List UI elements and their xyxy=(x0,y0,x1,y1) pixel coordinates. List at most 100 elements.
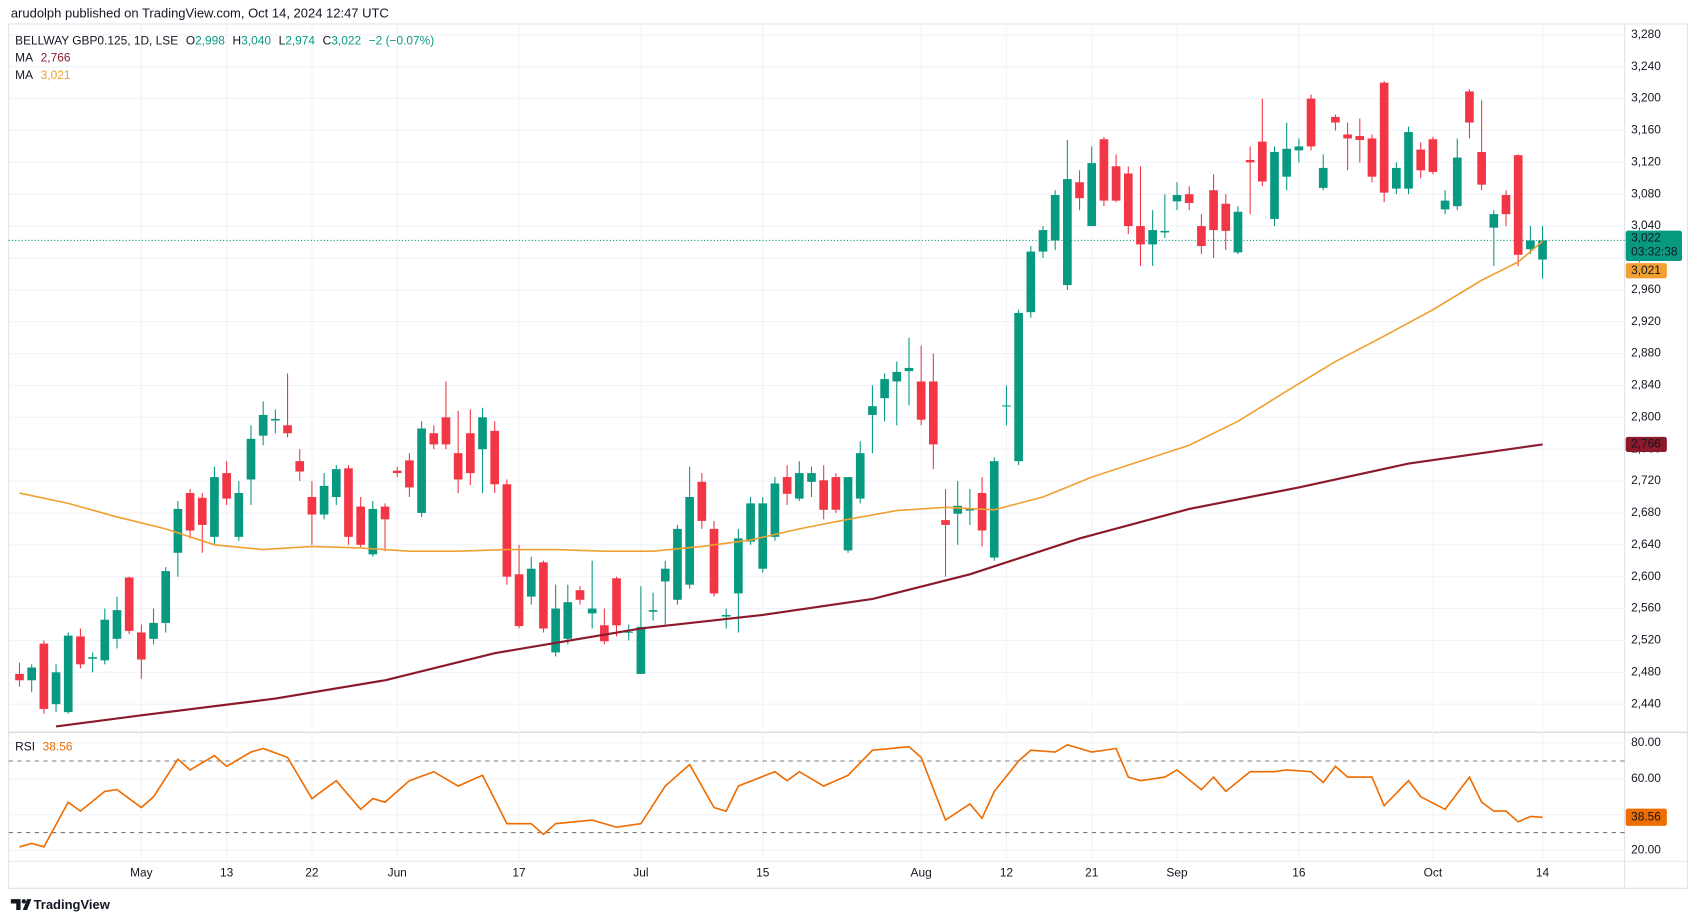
candle-body xyxy=(1501,195,1511,215)
candle-body xyxy=(539,562,548,629)
y-tick-label: 3,040 xyxy=(1631,218,1661,232)
moving-average-line xyxy=(19,240,1544,552)
candle-body xyxy=(551,608,560,653)
y-tick-label: 2,720 xyxy=(1631,473,1661,487)
y-tick-label: 3,160 xyxy=(1631,123,1661,137)
candle-body xyxy=(210,477,219,537)
axes: 2,440 2,480 2,520 2,560 2,600 2,640 2,680 2,720… xyxy=(130,27,1683,879)
candle-body xyxy=(953,505,963,514)
candle-body xyxy=(697,481,707,521)
y-tick-label: 2,640 xyxy=(1631,537,1661,551)
x-tick-label: 14 xyxy=(1536,865,1550,879)
y-tick-label: 2,440 xyxy=(1631,696,1661,710)
candle-body xyxy=(660,568,670,582)
last-price-label: 3,022 xyxy=(1631,230,1661,244)
candle-body xyxy=(1379,82,1389,193)
x-tick-label: 13 xyxy=(220,865,234,879)
ohlc-key: L xyxy=(279,33,286,47)
candle-body xyxy=(161,571,171,623)
candle-body xyxy=(112,610,122,639)
x-tick-label: 17 xyxy=(512,865,526,879)
y-tick-label: 2,560 xyxy=(1631,601,1661,615)
candle-body xyxy=(331,469,341,498)
candle-body xyxy=(88,657,97,659)
y-tick-label: 3,080 xyxy=(1631,186,1661,200)
candle-body xyxy=(673,528,682,600)
candle-body xyxy=(490,430,500,485)
candle-body xyxy=(307,497,317,515)
candle-body xyxy=(514,574,524,627)
candle-body xyxy=(965,508,975,511)
candle-body xyxy=(344,468,353,537)
candle-body xyxy=(1538,240,1547,260)
candle-body xyxy=(770,483,780,537)
instrument: BELLWAY GBP0.125, 1D, LSE xyxy=(15,33,178,47)
x-tick-label: Sep xyxy=(1166,865,1188,879)
candle-body xyxy=(1318,167,1328,188)
candle-body xyxy=(600,625,609,642)
candle-body xyxy=(1477,151,1486,185)
candle-body xyxy=(1270,151,1279,219)
candle-body xyxy=(1233,211,1243,253)
candle-body xyxy=(258,414,268,436)
y-tick-label: 3,200 xyxy=(1631,91,1661,105)
candle-body xyxy=(502,484,512,577)
candle-body xyxy=(429,433,439,445)
candle-body xyxy=(405,460,414,488)
candle-body xyxy=(356,506,365,545)
legend-name: RSI xyxy=(15,740,35,754)
candle-body xyxy=(1257,141,1267,182)
candle-body xyxy=(197,497,207,525)
candle-body xyxy=(709,528,719,594)
candle-body xyxy=(417,428,426,513)
rsi-legend: RSI 38.56 xyxy=(15,740,73,754)
y-tick-label: 2,800 xyxy=(1631,409,1661,423)
candle-body xyxy=(587,608,597,614)
ohlc-value: 3,040 xyxy=(241,33,271,47)
candle-body xyxy=(843,477,853,551)
candle-body xyxy=(1440,200,1450,210)
candle-body xyxy=(124,577,134,631)
y-tick-label: 2,920 xyxy=(1631,314,1661,328)
candle-body xyxy=(868,406,877,415)
symbol-legend: BELLWAY GBP0.125, 1D, LSE O2,998 H3,040 … xyxy=(15,33,434,47)
candle-body xyxy=(575,590,585,600)
publisher-note: arudolph published on TradingView.com, O… xyxy=(11,6,389,21)
candle-body xyxy=(15,673,24,681)
candle-body xyxy=(1099,139,1109,201)
candle-body xyxy=(295,461,305,472)
candle-body xyxy=(478,417,487,450)
candle-body xyxy=(368,508,378,555)
candle-body xyxy=(1209,190,1218,231)
candle-body xyxy=(977,493,987,531)
candle-body xyxy=(648,610,658,612)
x-tick-label: Jun xyxy=(388,865,407,879)
candle-body xyxy=(855,453,865,499)
candle-body xyxy=(1416,149,1426,171)
plot-area xyxy=(8,81,1625,848)
candle-body xyxy=(1063,179,1072,286)
candle-body xyxy=(1197,226,1206,247)
legend-name: MA xyxy=(15,51,33,65)
candle-body xyxy=(137,632,146,660)
candle-body xyxy=(1306,98,1316,147)
rsi-line xyxy=(19,744,1543,848)
candle-body xyxy=(624,631,634,633)
candle-body xyxy=(234,493,244,537)
candle-body xyxy=(880,379,889,399)
candle-body xyxy=(246,438,256,480)
candle-body xyxy=(1136,226,1145,245)
candle-body xyxy=(1343,134,1352,139)
candle-body xyxy=(1282,148,1292,177)
ohlc-value: 3,022 xyxy=(331,33,361,47)
candle-body xyxy=(1184,194,1194,203)
candle-body xyxy=(392,470,402,474)
candle-body xyxy=(1038,230,1048,252)
candle-body xyxy=(1452,157,1462,207)
x-tick-label: Aug xyxy=(911,865,932,879)
candle-body xyxy=(758,503,768,569)
candle-body xyxy=(734,538,743,594)
y-tick-label: 2,600 xyxy=(1631,569,1661,583)
legend-value: 3,021 xyxy=(41,68,71,82)
